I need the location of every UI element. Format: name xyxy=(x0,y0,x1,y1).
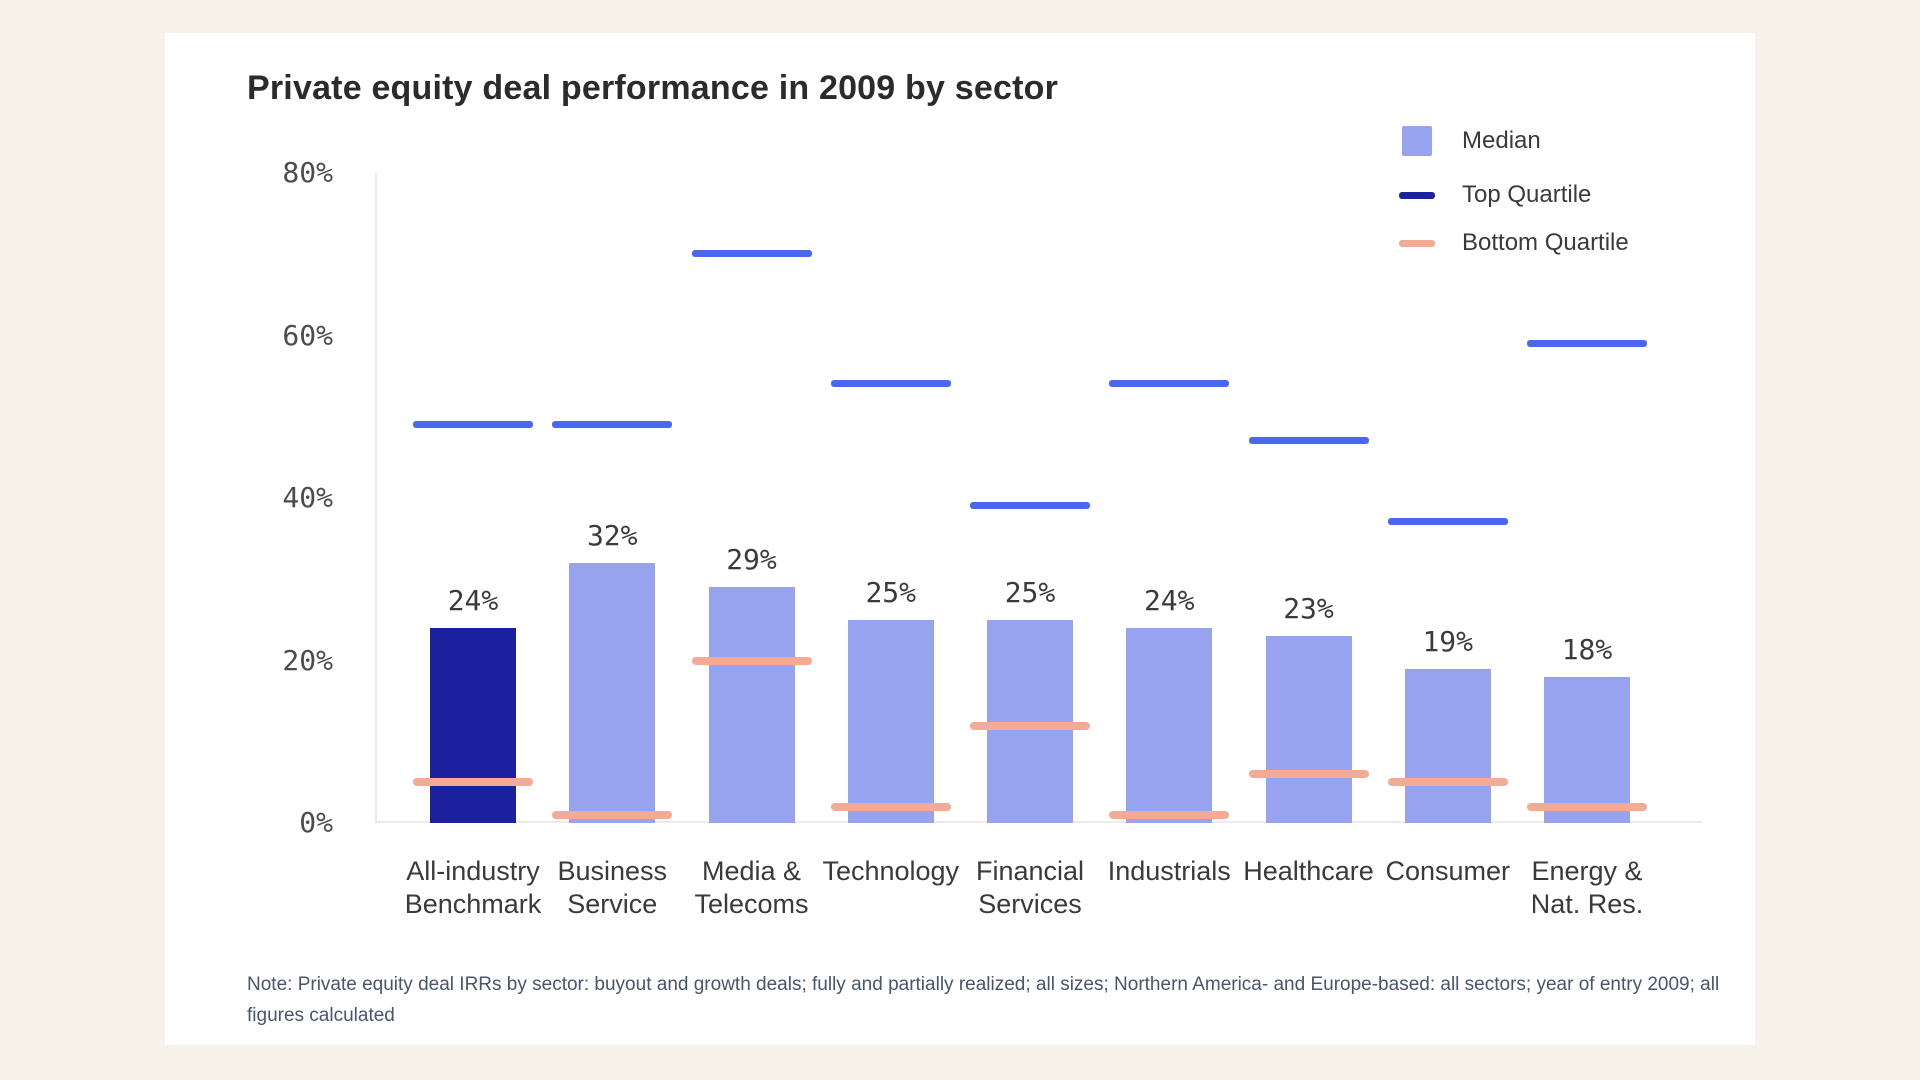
bar-value-label: 19% xyxy=(1422,624,1474,658)
category-label: Healthcare xyxy=(1243,856,1374,886)
bottom-quartile-swatch-icon xyxy=(1399,239,1435,247)
y-axis-tick-label: 0% xyxy=(299,806,333,839)
category-label: Financial Services xyxy=(975,856,1085,919)
top-quartile-line xyxy=(970,502,1090,510)
median-bar xyxy=(569,563,656,823)
top-quartile-line xyxy=(413,420,533,428)
bar-value-label: 24% xyxy=(1143,584,1195,617)
median-bar xyxy=(1404,668,1491,823)
y-axis-tick-label: 20% xyxy=(282,643,333,677)
median-bar xyxy=(430,628,516,823)
chart-note: Note: Private equity deal IRRs by sector… xyxy=(247,974,1720,1026)
category-label: All-industry Benchmark xyxy=(404,856,542,919)
top-quartile-line xyxy=(1527,339,1647,347)
median-swatch-icon xyxy=(1402,126,1432,156)
plot-area: 80% 60% 40% 20% 0% 24% All-industry Benchmark 32… xyxy=(165,33,1755,1045)
top-quartile-line xyxy=(830,380,951,388)
median-bar xyxy=(987,619,1073,823)
category-label: Energy & Nat. Res. xyxy=(1530,856,1644,919)
legend-item-top-quartile: Top Quartile xyxy=(1399,179,1592,211)
bar-value-label: 24% xyxy=(447,584,499,617)
median-bar xyxy=(1544,676,1630,823)
y-axis-tick-label: 60% xyxy=(282,318,333,352)
legend-label: Bottom Quartile xyxy=(1462,229,1629,256)
top-quartile-line xyxy=(1387,518,1508,526)
bottom-quartile-line xyxy=(552,810,673,819)
bottom-quartile-line xyxy=(830,802,951,811)
y-axis-tick-label: 40% xyxy=(282,481,333,514)
bottom-quartile-line xyxy=(1387,778,1508,787)
bottom-quartile-line xyxy=(413,778,533,787)
bottom-quartile-line xyxy=(691,656,812,665)
legend-label: Top Quartile xyxy=(1462,181,1592,208)
bar-value-label: 25% xyxy=(865,575,917,609)
bar-value-label: 18% xyxy=(1561,632,1613,666)
top-quartile-line xyxy=(691,250,812,258)
category-label: Business Service xyxy=(557,856,668,919)
legend-item-bottom-quartile: Bottom Quartile xyxy=(1399,227,1629,259)
bottom-quartile-line xyxy=(1109,810,1230,819)
category-label: Technology xyxy=(822,856,960,886)
legend-label: Median xyxy=(1462,127,1541,154)
legend-item-median: Median xyxy=(1402,125,1541,157)
bar-value-label: 23% xyxy=(1283,592,1334,626)
bar-value-label: 25% xyxy=(1004,575,1056,609)
median-bar xyxy=(847,619,934,823)
top-quartile-line xyxy=(1248,437,1369,445)
top-quartile-line xyxy=(552,420,673,428)
chart-card: Private equity deal performance in 2009 … xyxy=(165,33,1755,1045)
bottom-quartile-line xyxy=(1248,770,1369,779)
y-axis-tick-label: 80% xyxy=(282,156,333,189)
median-bar xyxy=(1265,636,1352,823)
median-bar xyxy=(708,587,795,823)
chart-title: Private equity deal performance in 2009 … xyxy=(247,69,1059,107)
top-quartile-swatch-icon xyxy=(1399,191,1435,199)
median-bar xyxy=(1126,628,1213,823)
bar-value-label: 32% xyxy=(586,519,638,552)
category-label: Industrials xyxy=(1107,856,1231,886)
top-quartile-line xyxy=(1109,380,1230,388)
category-label: Consumer xyxy=(1385,856,1511,886)
bottom-quartile-line xyxy=(1527,802,1647,811)
category-label: Media & Telecoms xyxy=(694,856,809,919)
bar-value-label: 29% xyxy=(726,543,777,577)
bottom-quartile-line xyxy=(970,721,1090,730)
